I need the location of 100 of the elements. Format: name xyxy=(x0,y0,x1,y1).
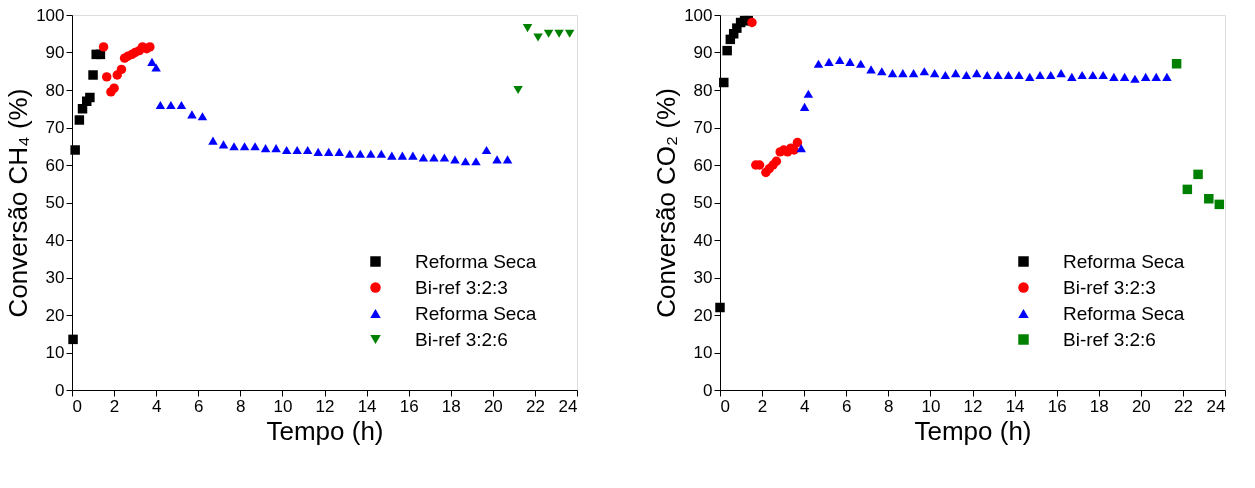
y-tick-label: 80 xyxy=(693,80,713,100)
point xyxy=(792,137,803,148)
point xyxy=(313,147,323,156)
point xyxy=(824,57,834,66)
point xyxy=(813,59,824,68)
point xyxy=(387,151,397,160)
point xyxy=(856,59,866,68)
point xyxy=(1109,72,1119,81)
point xyxy=(334,147,344,156)
point xyxy=(439,153,450,162)
x-tick-label: 0 xyxy=(72,396,82,416)
point xyxy=(1077,70,1087,80)
x-tick-label: 12 xyxy=(315,396,335,416)
point xyxy=(940,70,951,80)
y-tick-label: 50 xyxy=(693,193,713,212)
point xyxy=(803,89,814,98)
point xyxy=(1119,72,1130,81)
point xyxy=(554,29,564,38)
x-tick-label: 2 xyxy=(109,396,120,416)
x-tick-label: 10 xyxy=(921,396,941,416)
point xyxy=(799,102,810,111)
point xyxy=(1162,72,1172,81)
y-tick-label: 20 xyxy=(693,305,713,325)
point xyxy=(961,70,972,80)
point xyxy=(1151,72,1161,81)
point xyxy=(1067,72,1077,81)
x-tick-label: 16 xyxy=(399,396,419,416)
point xyxy=(1182,184,1193,195)
y-tick-label: 40 xyxy=(693,230,713,250)
y-tick-label: 100 xyxy=(36,5,65,25)
point xyxy=(1098,70,1108,80)
y-tick-label: 80 xyxy=(45,80,65,100)
point xyxy=(101,72,112,82)
x-tick-label: 20 xyxy=(483,396,503,416)
point xyxy=(796,144,806,153)
point xyxy=(715,302,725,313)
point xyxy=(68,334,78,345)
point xyxy=(898,69,908,78)
y-tick-label: 70 xyxy=(693,118,713,137)
y-tick-label: 0 xyxy=(55,380,65,400)
point xyxy=(208,136,218,145)
x-tick-label: 8 xyxy=(236,396,246,416)
point xyxy=(1204,194,1214,204)
x-tick-label: 20 xyxy=(1131,396,1151,416)
y-tick-label: 10 xyxy=(45,343,65,362)
point xyxy=(722,45,732,56)
point xyxy=(1171,59,1182,69)
x-tick-label: 10 xyxy=(273,396,293,416)
point xyxy=(187,110,197,119)
x-tick-label: 8 xyxy=(884,396,894,416)
point xyxy=(74,115,85,125)
point xyxy=(1130,74,1140,83)
point xyxy=(109,83,119,93)
x-tick-label: 18 xyxy=(1089,396,1109,416)
point xyxy=(845,57,855,66)
point xyxy=(1014,70,1024,80)
x-tick-label: 6 xyxy=(842,396,852,416)
point xyxy=(1193,169,1203,180)
point xyxy=(771,156,782,166)
point xyxy=(460,157,471,166)
point xyxy=(982,70,992,80)
x-tick-label: 6 xyxy=(194,396,204,416)
point xyxy=(323,147,334,156)
x-tick-label: 22 xyxy=(1173,396,1193,416)
point xyxy=(260,144,271,153)
x-tick-label: 14 xyxy=(357,396,377,416)
point xyxy=(345,149,355,158)
point xyxy=(271,144,281,153)
point xyxy=(281,145,292,155)
point xyxy=(166,100,176,110)
x-tick-label: 14 xyxy=(1005,396,1025,416)
point xyxy=(450,155,460,164)
x-tick-label: 24 xyxy=(1206,396,1226,416)
y-tick-label: 30 xyxy=(45,268,65,287)
point xyxy=(366,149,376,158)
point xyxy=(218,140,229,149)
point xyxy=(502,155,513,164)
point xyxy=(355,149,366,158)
y-tick-label: 50 xyxy=(45,193,65,212)
point xyxy=(98,42,109,52)
legend-label: Reforma Seca xyxy=(415,250,537,272)
point xyxy=(543,29,554,38)
point xyxy=(929,69,940,78)
point xyxy=(1024,72,1035,81)
point xyxy=(397,151,408,160)
point xyxy=(1035,70,1045,80)
point xyxy=(877,67,887,76)
x-tick-label: 24 xyxy=(558,396,578,416)
point xyxy=(719,77,729,88)
y-tick-label: 40 xyxy=(45,230,65,250)
y-tick-label: 90 xyxy=(45,43,65,62)
point xyxy=(1088,70,1098,80)
point xyxy=(481,145,492,155)
point xyxy=(292,145,302,155)
x-tick-label: 12 xyxy=(963,396,983,416)
point xyxy=(1003,70,1014,80)
y-tick-label: 100 xyxy=(684,5,713,25)
point xyxy=(302,145,313,155)
point xyxy=(919,67,930,76)
x-tick-label: 18 xyxy=(441,396,461,416)
